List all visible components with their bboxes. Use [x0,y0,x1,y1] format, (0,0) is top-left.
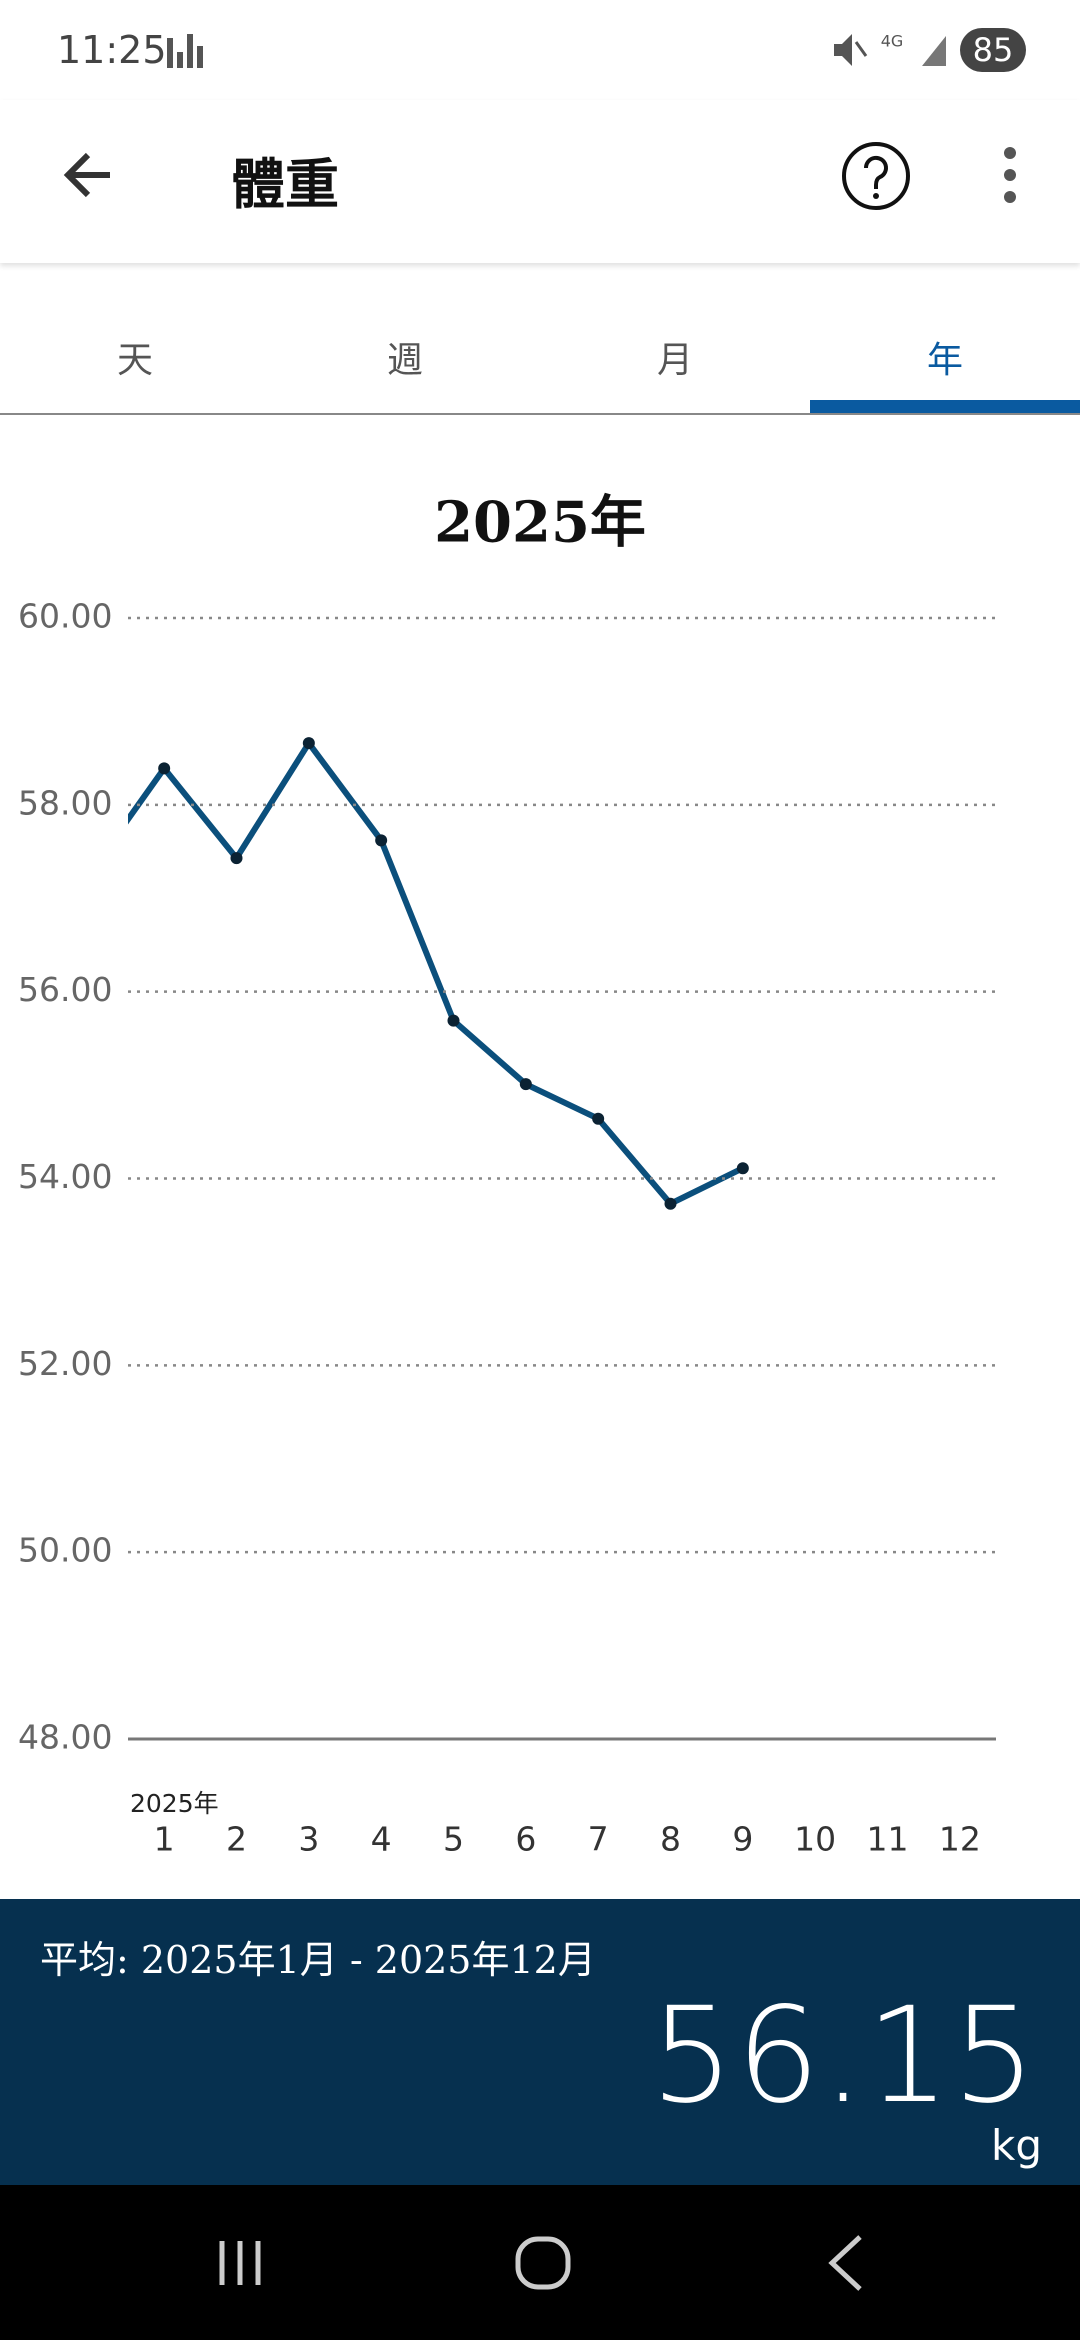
chart-title: 2025年 [434,490,646,556]
y-tick-label: 50.00 [18,1531,112,1570]
data-point [158,762,171,775]
x-tick-label: 8 [660,1820,681,1859]
page-title: 體重 [231,152,339,216]
app-bar: 體重 [0,100,1080,263]
y-tick-label: 48.00 [18,1718,112,1757]
y-tick-label: 56.00 [18,970,112,1009]
data-point [447,1014,460,1027]
status-bar: 11:25 4G 85 [0,0,1080,100]
tab[interactable]: 月 [656,340,693,381]
y-tick-label: 54.00 [18,1157,112,1196]
x-tick-label: 11 [867,1820,909,1859]
tab[interactable]: 週 [386,340,423,381]
data-point [230,852,243,865]
nav-icons [219,2235,862,2291]
data-line [128,740,745,1207]
year-label: 2025年 [130,1789,219,1818]
status-icons: 4G [834,32,946,66]
x-tick-label: 2 [226,1820,247,1859]
data-point [592,1112,605,1125]
nav-bar [0,2185,1080,2340]
data-point [664,1197,677,1210]
data-point [736,1162,749,1175]
data-point [519,1078,532,1091]
y-tick-label: 60.00 [18,597,112,636]
signal-icon [167,34,203,68]
summary-panel: 平均: 2025年1月 - 2025年12月 56.15 kg [0,1899,1080,2185]
average-value: 56.15 [650,1979,1038,2133]
average-range: 平均: 2025年1月 - 2025年12月 [40,1938,596,1982]
data-point [302,737,315,750]
tab[interactable]: 天 [116,340,153,381]
unit: kg [991,2121,1042,2170]
back-button[interactable] [60,145,120,205]
x-tick-label: 9 [732,1820,753,1859]
x-tick-label: 6 [515,1820,536,1859]
x-tick-label: 5 [443,1820,464,1859]
help-button[interactable] [840,140,912,212]
data-point [86,864,98,876]
time: 11:25 [57,28,167,72]
x-tick-label: 1 [154,1820,175,1859]
x-tick-label: 3 [298,1820,319,1859]
chart: 2025年 2025年 48.00 50.00 52.00 54.00 56.00 58.… [18,490,996,1859]
y-tick-label: 52.00 [18,1344,112,1383]
x-tick-label: 7 [588,1820,609,1859]
x-tick-label: 10 [794,1820,836,1859]
tab[interactable]: 年 [926,340,963,381]
battery: 85 [960,28,1026,72]
tab-bar: 天週月年 [0,263,1080,415]
tab-indicator [810,400,1080,413]
svg-text:4G: 4G [881,32,904,51]
x-tick-label: 12 [939,1820,981,1859]
y-tick-label: 58.00 [18,783,112,822]
menu-button[interactable] [995,145,1025,205]
x-tick-label: 4 [371,1820,392,1859]
data-point [375,834,388,847]
